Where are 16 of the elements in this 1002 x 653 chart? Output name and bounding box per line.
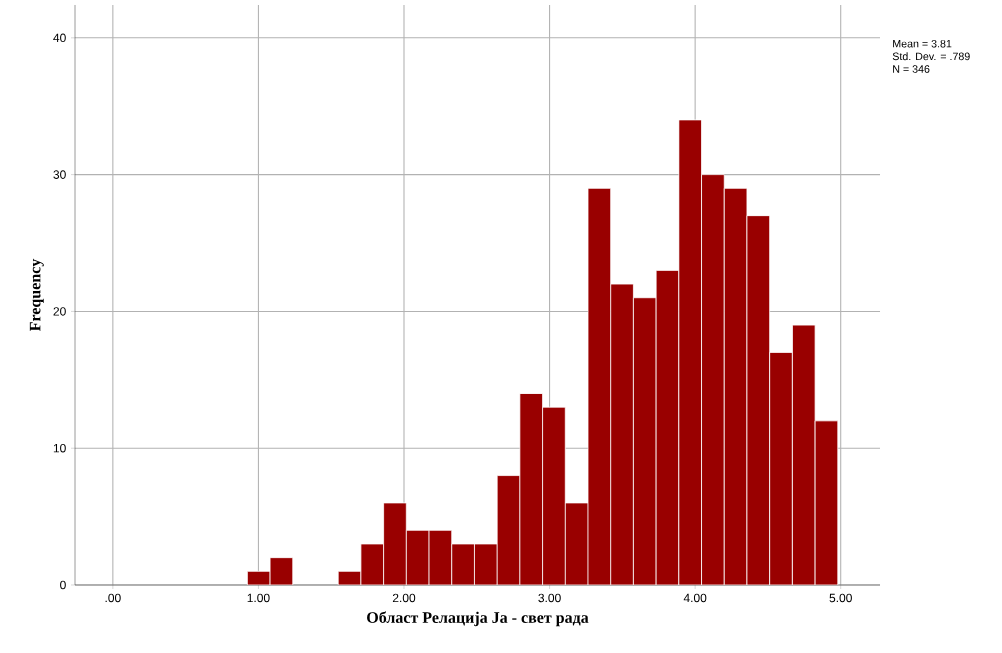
text: Std. Dev. = .789	[892, 52, 970, 61]
x-tick-label: 5.00	[829, 593, 852, 603]
x-tick-label: 4.00	[683, 593, 707, 603]
y-axis-title: Frequency	[29, 258, 44, 332]
text: N = 346	[893, 65, 930, 73]
y-tick-label: 30	[53, 170, 66, 179]
y-tick-label: 0	[60, 580, 66, 590]
x-tick-label: 1.00	[247, 593, 270, 603]
y-tick-label: 20	[53, 307, 66, 316]
x-tick-label: 3.00	[538, 593, 561, 603]
y-tick-label: 10	[53, 443, 66, 453]
x-axis-title: Област Релација Ја - свет рада	[367, 611, 589, 627]
y-tick-label: 40	[53, 33, 66, 43]
x-tick-label: 2.00	[392, 593, 416, 603]
text: Mean = 3.81	[893, 39, 952, 48]
x-tick-label: .00	[105, 593, 121, 603]
